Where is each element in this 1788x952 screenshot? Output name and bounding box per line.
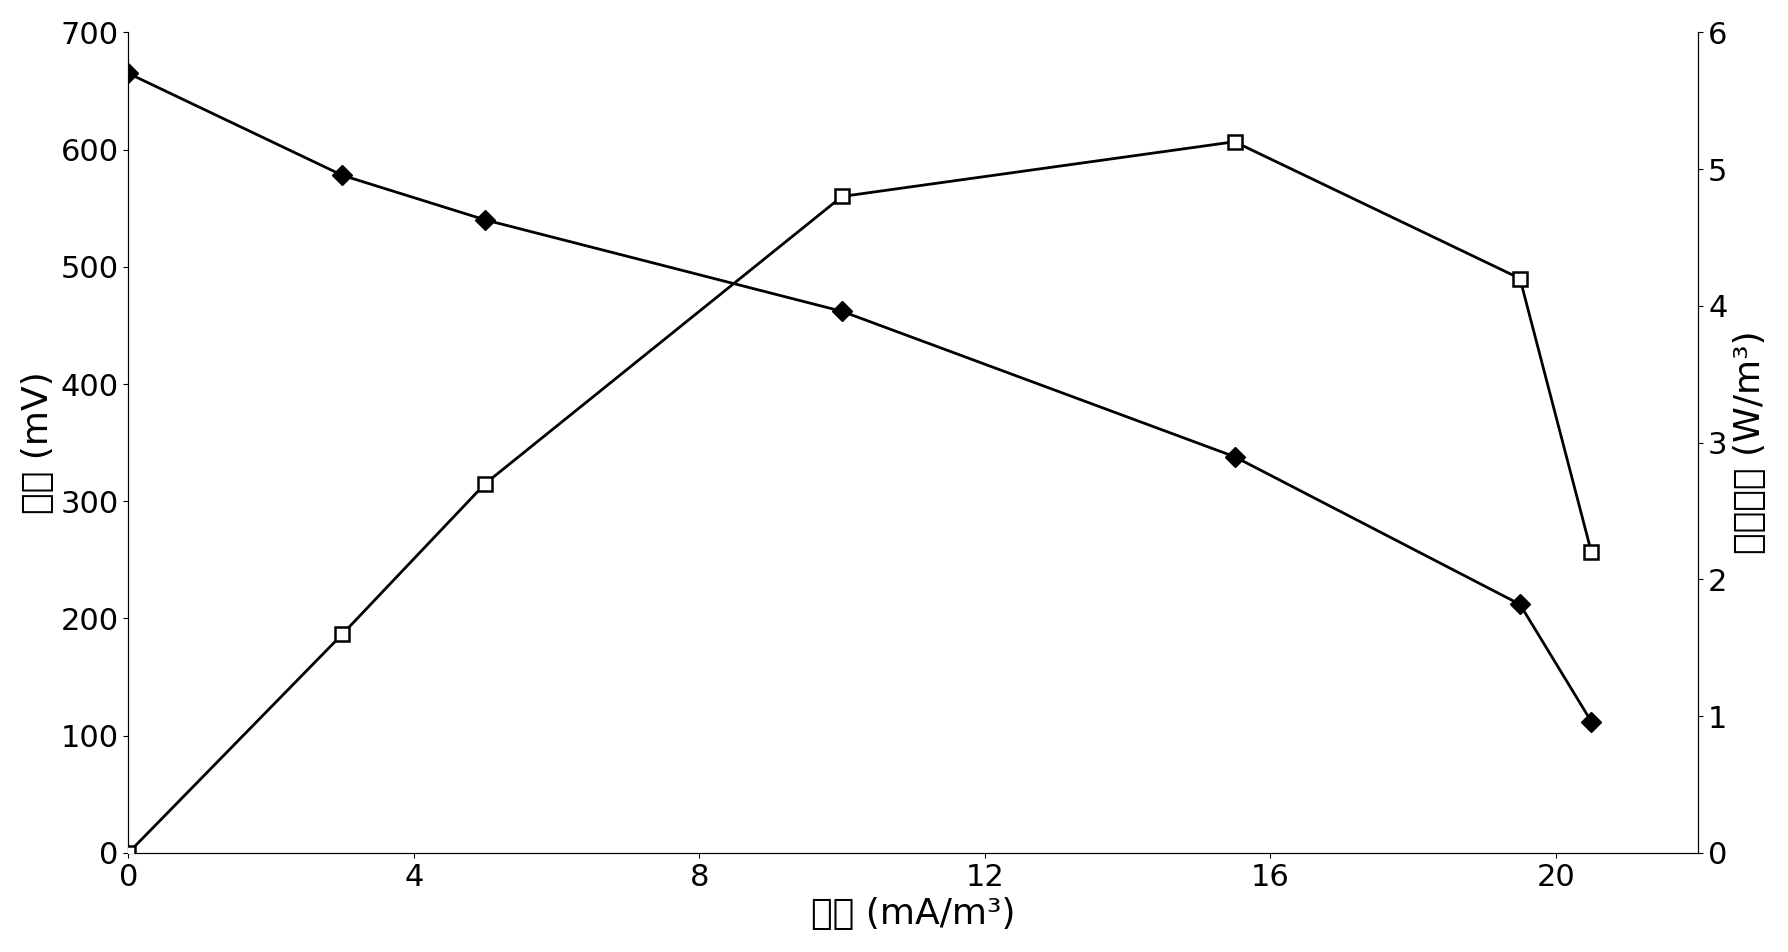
- Y-axis label: 电压 (mV): 电压 (mV): [21, 371, 55, 514]
- Y-axis label: 功率密度 (W/m³): 功率密度 (W/m³): [1733, 330, 1767, 554]
- X-axis label: 电流 (mA/m³): 电流 (mA/m³): [812, 897, 1016, 931]
